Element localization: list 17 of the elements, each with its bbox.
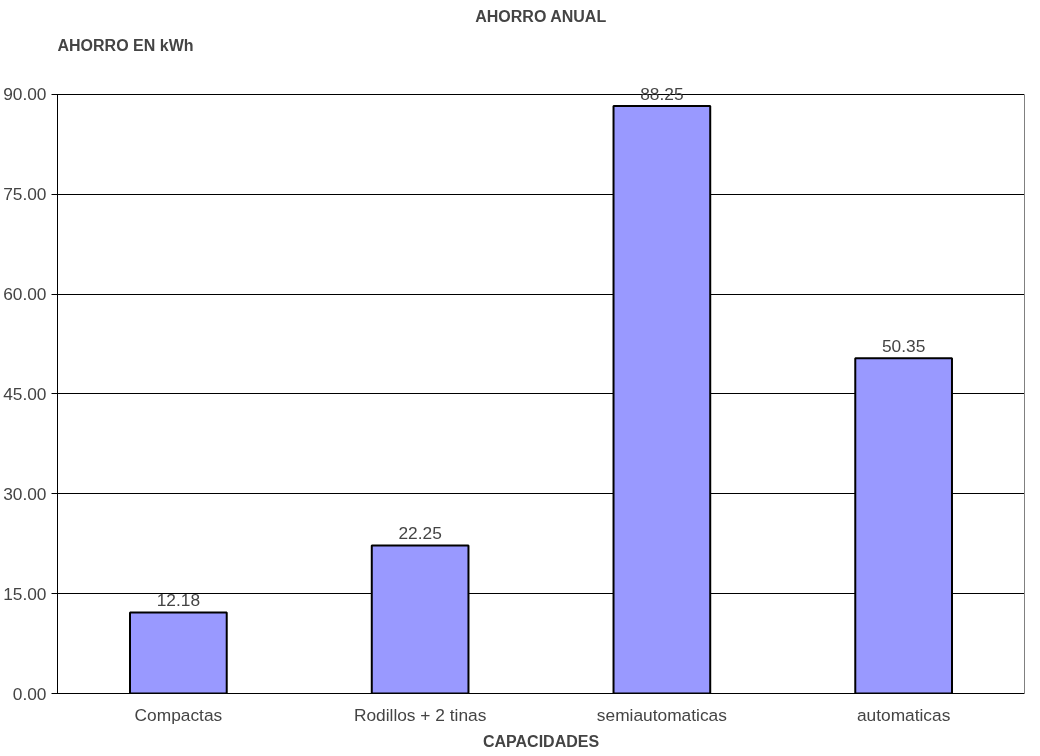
y-tick-label: 90.00 (3, 84, 47, 105)
x-tick-label: Compactas (134, 704, 223, 725)
data-label: 22.25 (398, 523, 442, 544)
y-axis-title: AHORRO EN kWh (57, 36, 194, 54)
y-tick-label: 75.00 (3, 184, 47, 205)
y-tick-label: 30.00 (3, 483, 47, 504)
data-label: 12.18 (156, 590, 201, 611)
x-axis-title: CAPACIDADES (482, 732, 600, 750)
x-tick-label: Rodillos + 2 tinas (353, 704, 487, 725)
y-tick-label: 60.00 (3, 284, 47, 305)
y-tick-label: 15.00 (3, 583, 47, 604)
x-tick-label: semiautomaticas (596, 704, 728, 725)
data-label: 50.35 (881, 336, 926, 357)
y-tick-label: 45.00 (3, 383, 47, 404)
chart-title: AHORRO ANUAL (475, 7, 607, 25)
y-tick-label: 0.00 (12, 683, 47, 704)
x-tick-label: automaticas (856, 704, 951, 725)
